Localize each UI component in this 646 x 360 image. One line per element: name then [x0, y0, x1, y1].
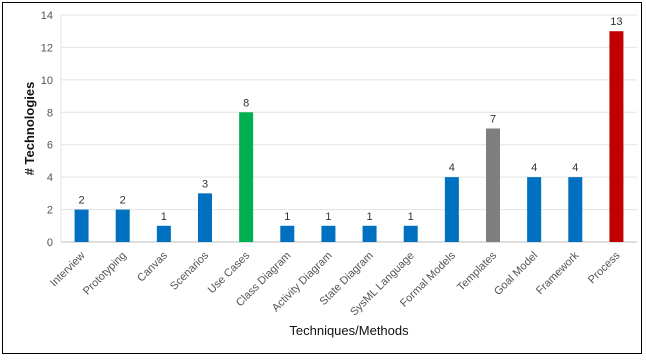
- bar: [280, 225, 295, 242]
- bars: [74, 31, 624, 243]
- data-label: 1: [325, 211, 331, 223]
- y-tick-label: 10: [41, 75, 53, 87]
- data-label: 1: [408, 211, 414, 223]
- bar: [198, 193, 212, 242]
- y-tick-label: 0: [47, 237, 53, 249]
- y-tick-label: 2: [47, 205, 53, 217]
- data-label: 1: [367, 211, 373, 223]
- x-tick-label: Goal Model: [492, 250, 540, 298]
- data-label: 4: [449, 162, 455, 174]
- data-label: 1: [161, 211, 167, 223]
- data-label: 4: [572, 162, 578, 174]
- y-tick-label: 6: [47, 140, 53, 152]
- bar: [362, 225, 377, 242]
- x-tick-label: Templates: [455, 249, 499, 293]
- bar: [156, 225, 171, 242]
- y-tick-label: 12: [41, 42, 53, 54]
- x-tick-label: Prototyping: [81, 250, 129, 298]
- bar: [444, 177, 459, 242]
- data-label: 8: [243, 97, 249, 109]
- data-label: 1: [284, 211, 290, 223]
- x-axis-title: Techniques/Methods: [289, 323, 409, 338]
- bar: [609, 31, 624, 243]
- bar: [568, 177, 583, 242]
- data-label: 2: [120, 195, 126, 207]
- x-tick-label: Scenarios: [168, 249, 211, 292]
- y-tick-label: 4: [47, 172, 53, 184]
- x-tick-label: Canvas: [135, 249, 170, 284]
- bar: [239, 112, 254, 243]
- y-tick-label: 14: [41, 10, 53, 22]
- data-label: 13: [610, 16, 622, 28]
- gridlines: [60, 14, 637, 243]
- data-label: 4: [531, 162, 537, 174]
- y-axis-title: # Technologies: [22, 82, 37, 176]
- x-tick-label: Interview: [48, 250, 88, 290]
- y-tick-label: 8: [47, 107, 53, 119]
- bar: [527, 177, 542, 242]
- bar: [115, 209, 130, 242]
- y-tick-labels: 0 2 4 6 8 10 12 14: [41, 10, 53, 249]
- bar: [74, 209, 89, 242]
- data-label: 3: [202, 178, 208, 190]
- data-label: 7: [490, 114, 496, 126]
- bar: [403, 225, 418, 242]
- x-tick-label: Framework: [534, 249, 582, 297]
- bar: [321, 225, 336, 242]
- bar: [486, 128, 500, 242]
- data-label: 2: [79, 195, 85, 207]
- x-tick-label: Process: [586, 249, 623, 286]
